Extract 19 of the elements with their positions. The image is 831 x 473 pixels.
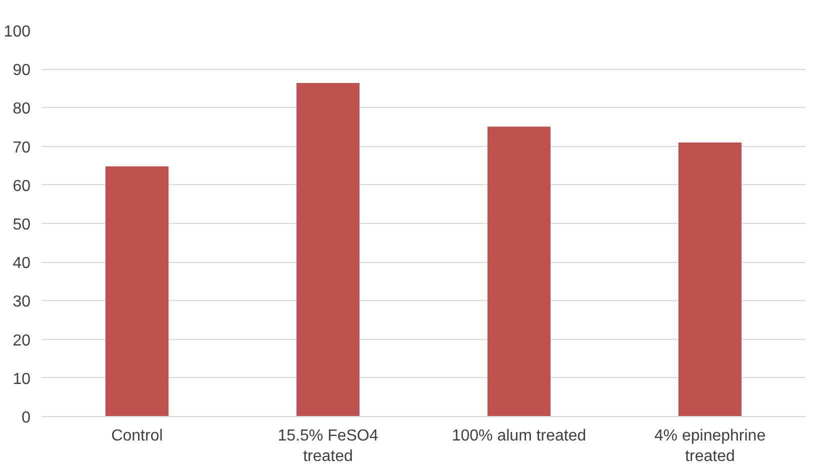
y-tick-label: 60: [12, 178, 31, 195]
x-tick-label: 15.5% FeSO4 treated: [278, 428, 378, 465]
y-tick-label: 20: [12, 332, 31, 350]
x-tick-label: 4% epinephrine treated: [654, 428, 766, 465]
y-tick-label: 80: [12, 100, 31, 118]
bar: [296, 82, 360, 416]
y-tick-label: 50: [12, 216, 31, 234]
y-tick-label: 40: [12, 255, 31, 272]
y-tick-label: 10: [12, 370, 31, 388]
y-tick-label: 70: [12, 139, 31, 156]
bar: [105, 166, 169, 416]
x-tick-label: 100% alum treated: [452, 428, 586, 444]
y-tick-label: 90: [12, 62, 31, 80]
y-tick-label: 30: [12, 294, 31, 311]
x-tick-label: Control: [111, 428, 163, 444]
y-tick-label: 100: [4, 24, 31, 40]
y-tick-label: 0: [22, 410, 31, 426]
bar: [487, 126, 551, 416]
bar: [678, 142, 742, 416]
